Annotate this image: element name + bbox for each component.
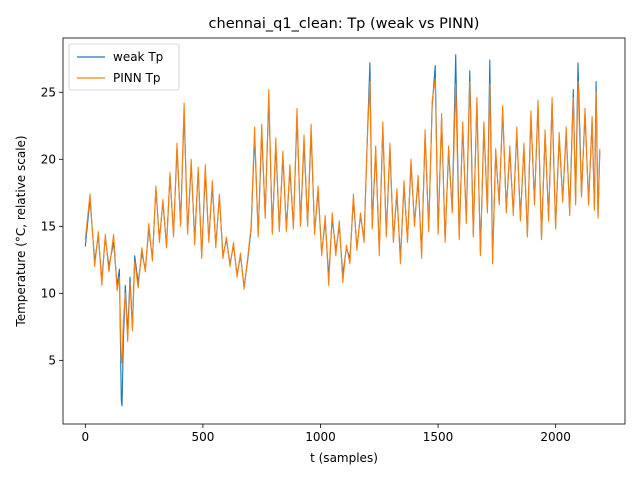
x-axis-label: t (samples) [310, 451, 378, 465]
y-axis: 5 10 15 20 25 [41, 85, 63, 367]
y-tick-label: 15 [41, 219, 56, 233]
chart-title: chennai_q1_clean: Tp (weak vs PINN) [209, 16, 480, 32]
y-tick-label: 10 [41, 286, 56, 300]
x-tick-label: 1500 [423, 430, 454, 444]
legend-label: weak Tp [113, 50, 163, 64]
legend-label: PINN Tp [113, 71, 161, 85]
x-axis: 0 500 1000 1500 2000 [82, 424, 571, 444]
y-tick-label: 20 [41, 152, 56, 166]
y-axis-label: Temperature (°C, relative scale) [14, 135, 28, 327]
plot-frame [62, 37, 626, 425]
series-layer [84, 54, 601, 407]
x-tick-label: 2000 [540, 430, 571, 444]
y-tick-label: 5 [48, 353, 56, 367]
x-tick-label: 500 [191, 430, 214, 444]
x-tick-label: 1000 [305, 430, 336, 444]
x-tick-label: 0 [82, 430, 90, 444]
y-tick-label: 25 [41, 85, 56, 99]
series-line-1 [84, 78, 601, 364]
legend: weak Tp PINN Tp [68, 43, 180, 91]
